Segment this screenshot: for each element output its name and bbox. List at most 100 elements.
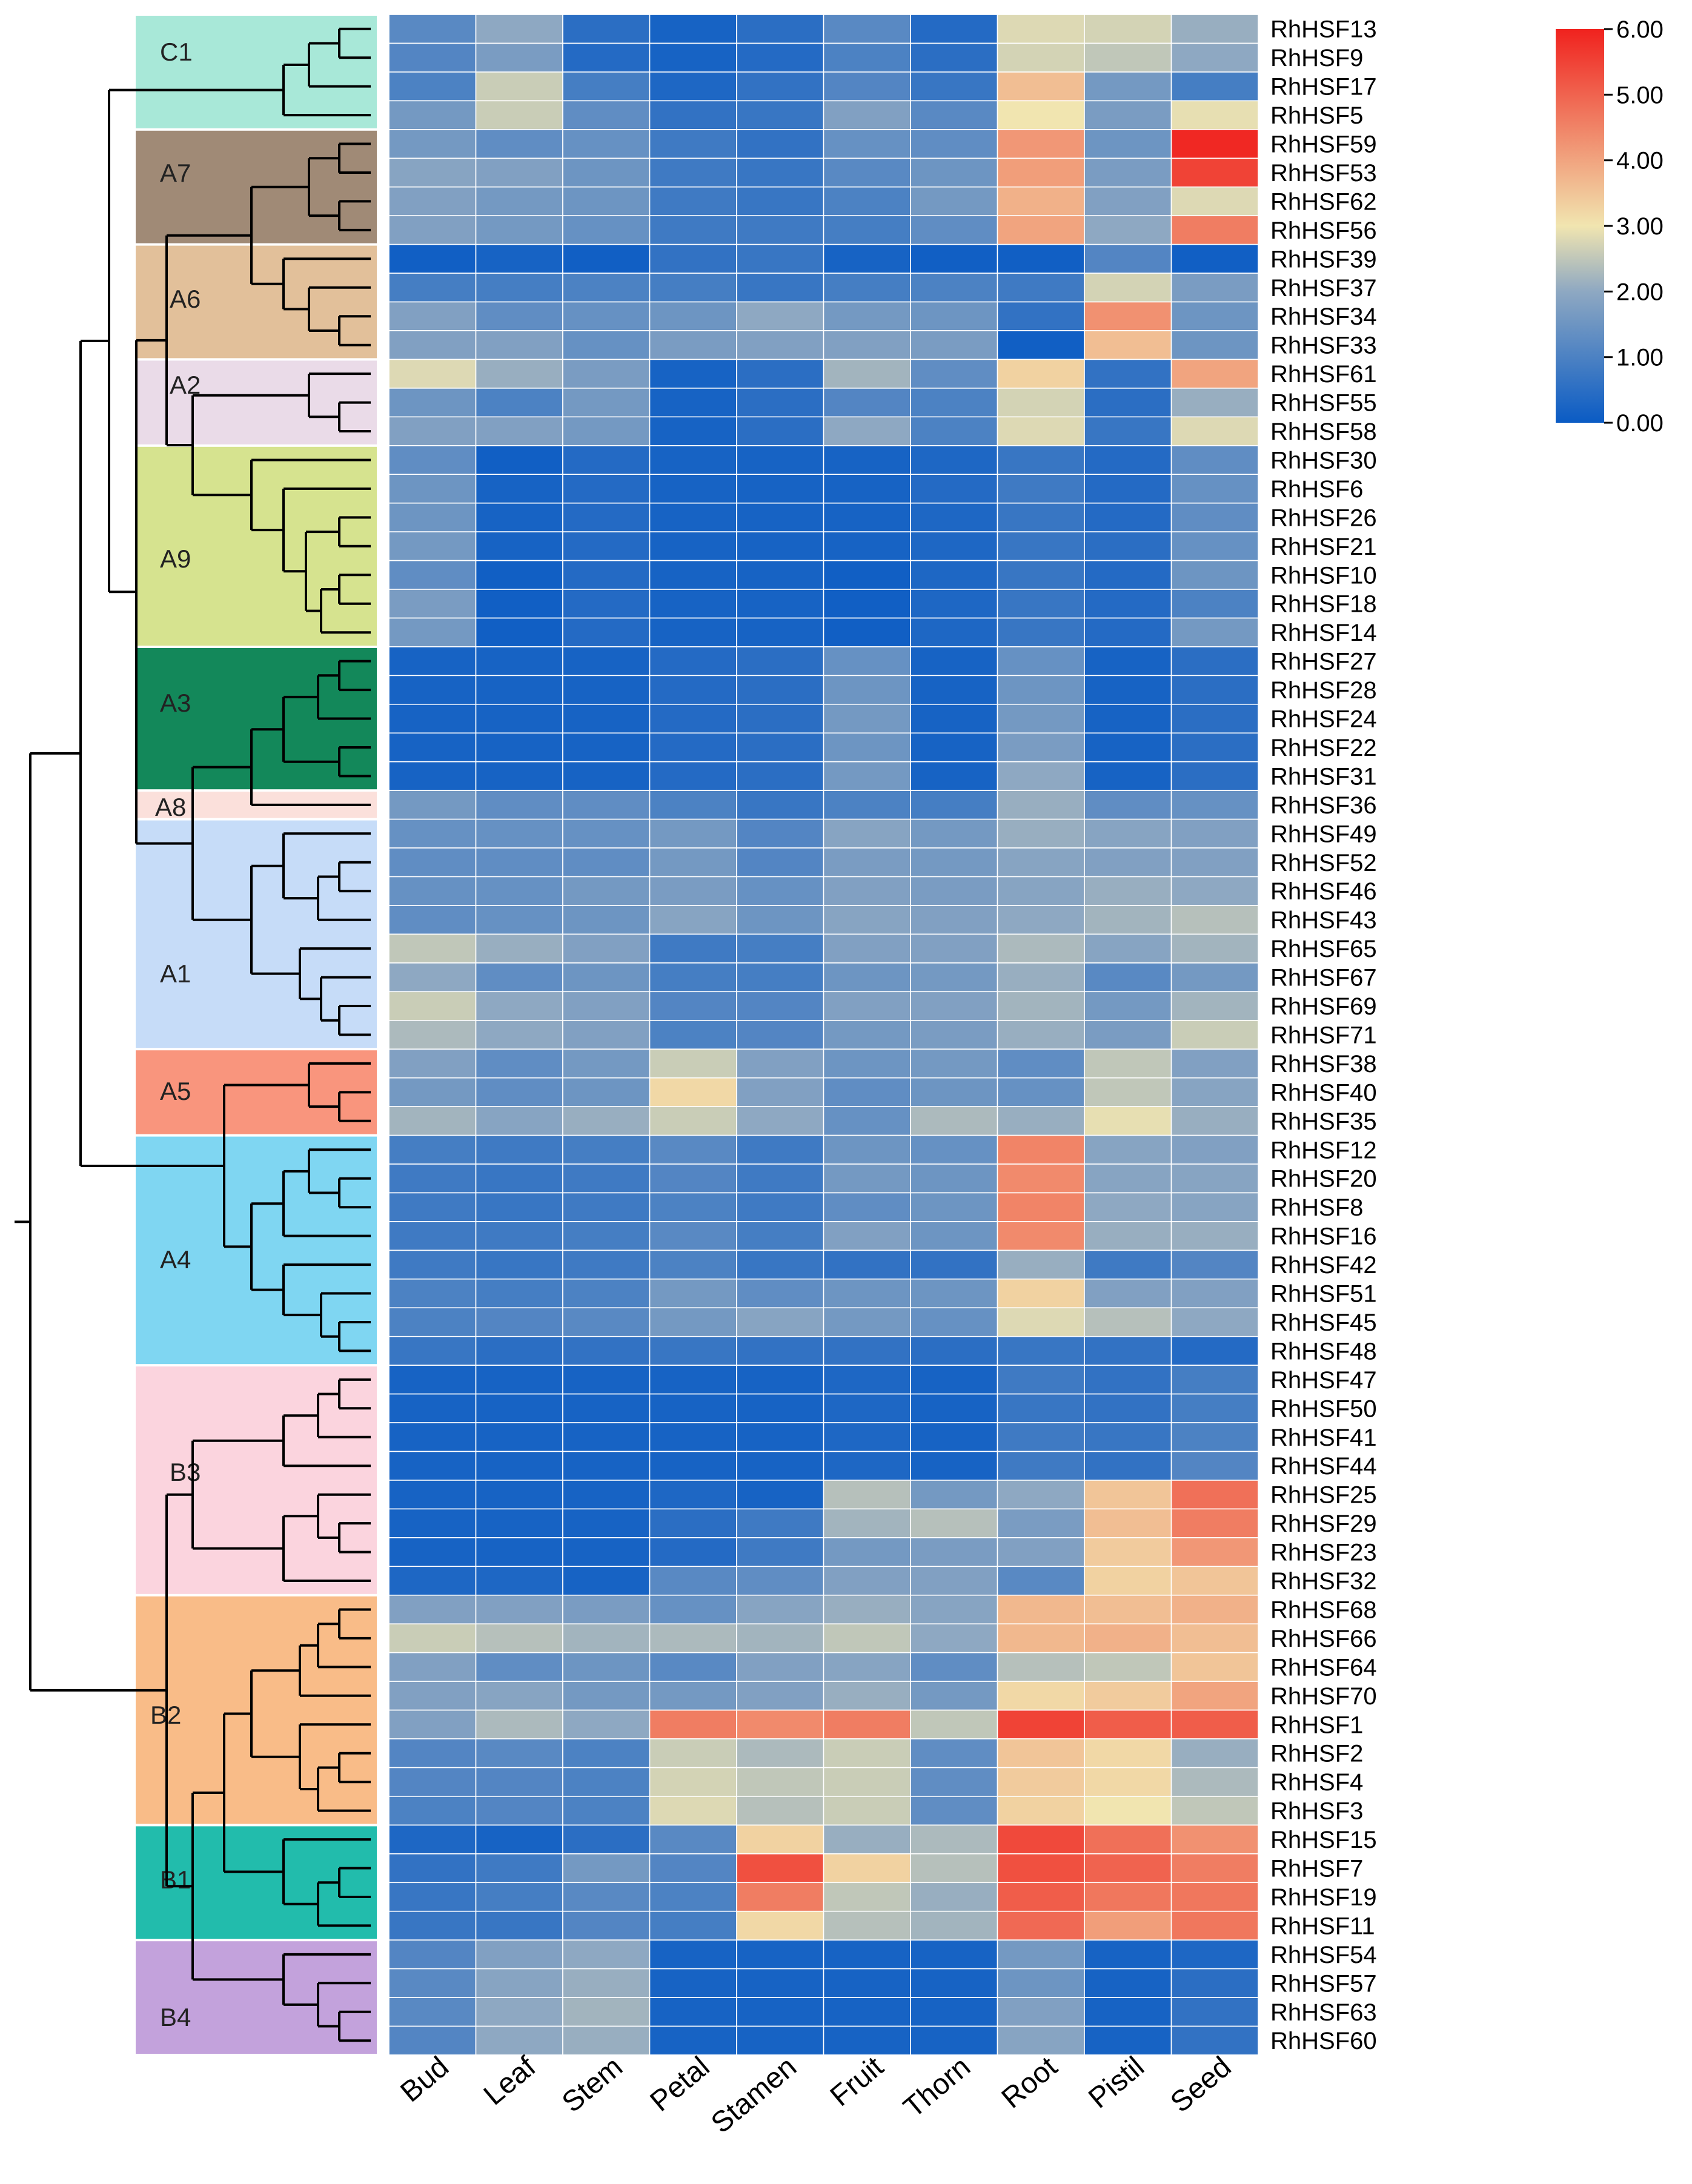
heat-cell (823, 1451, 911, 1481)
heat-cell (649, 186, 737, 216)
heat-cell (823, 1279, 911, 1309)
heat-cell (388, 818, 477, 849)
heat-cell (736, 1767, 824, 1797)
heat-cell (1170, 1192, 1259, 1222)
heat-cell (823, 1566, 911, 1596)
heat-cell (388, 388, 477, 418)
heat-cell (1084, 330, 1172, 360)
heat-cell (1170, 1020, 1259, 1050)
heat-cell (1170, 1652, 1259, 1682)
heat-cell (823, 1853, 911, 1884)
gene-label: RhHSF12 (1270, 1137, 1377, 1163)
heat-cell (1170, 1307, 1259, 1337)
heat-cell (475, 1939, 563, 1970)
heat-cell (562, 1249, 651, 1280)
heat-cell (997, 1335, 1085, 1366)
heat-cell (1170, 1796, 1259, 1826)
heat-cell (823, 1221, 911, 1251)
cluster-label: A7 (160, 159, 191, 187)
heat-cell (823, 991, 911, 1021)
heat-cell (1170, 1939, 1259, 1970)
heat-cell (649, 1249, 737, 1280)
heat-cell (997, 1077, 1085, 1107)
gene-label: RhHSF14 (1270, 620, 1377, 646)
heat-cell (1084, 1767, 1172, 1797)
heat-cell (475, 186, 563, 216)
heatmap-grid (388, 14, 1259, 2056)
heat-cell (910, 445, 998, 475)
heat-cell (736, 991, 824, 1021)
heat-cell (562, 704, 651, 734)
heat-cell (1084, 732, 1172, 763)
heat-cell (475, 1163, 563, 1194)
heat-cell (910, 1077, 998, 1107)
heat-cell (910, 1537, 998, 1567)
heat-cell (736, 1249, 824, 1280)
heat-cell (997, 675, 1085, 705)
heat-cell (736, 359, 824, 389)
heat-cell (649, 1335, 737, 1366)
heat-cell (1170, 445, 1259, 475)
heat-cell (736, 1595, 824, 1625)
heat-cell (1084, 933, 1172, 964)
heat-cell (1084, 646, 1172, 677)
cluster-label: B3 (170, 1458, 201, 1486)
heat-cell (388, 1508, 477, 1538)
cluster-band (136, 1366, 377, 1594)
heat-cell (1084, 1824, 1172, 1855)
heat-cell (388, 14, 477, 44)
heat-cell (823, 1077, 911, 1107)
heat-cell (649, 388, 737, 418)
heat-cell (562, 1393, 651, 1423)
heat-cell (649, 876, 737, 906)
heat-cell (997, 1106, 1085, 1136)
heat-cell (1084, 962, 1172, 993)
heat-cell (562, 1365, 651, 1395)
heat-cell (475, 1221, 563, 1251)
heat-cell (475, 962, 563, 993)
tissue-label: Leaf (478, 2050, 542, 2111)
heat-cell (1170, 1163, 1259, 1194)
heat-cell (910, 1508, 998, 1538)
heat-cell (1170, 1422, 1259, 1452)
heat-cell (649, 1968, 737, 1998)
gene-label: RhHSF8 (1270, 1194, 1363, 1221)
heat-cell (388, 129, 477, 159)
heat-cell (736, 1422, 824, 1452)
heat-cell (649, 1853, 737, 1884)
heat-cell (997, 1249, 1085, 1280)
heat-cell (997, 14, 1085, 44)
heat-cell (475, 474, 563, 504)
colorbar-tick-label: 0.00 (1616, 410, 1664, 437)
heat-cell (562, 1681, 651, 1711)
heat-cell (997, 818, 1085, 849)
heat-cell (910, 704, 998, 734)
heat-cell (1084, 301, 1172, 331)
heat-cell (823, 560, 911, 590)
gene-label: RhHSF28 (1270, 677, 1377, 704)
heat-cell (1170, 732, 1259, 763)
heat-cell (910, 186, 998, 216)
heat-cell (910, 1709, 998, 1739)
heat-cell (997, 186, 1085, 216)
heat-cell (649, 502, 737, 532)
heat-cell (910, 42, 998, 73)
heat-cell (1170, 847, 1259, 878)
heat-cell (649, 560, 737, 590)
heat-cell (823, 905, 911, 935)
gene-label: RhHSF62 (1270, 188, 1377, 215)
heat-cell (823, 1968, 911, 1998)
heat-cell (1084, 1307, 1172, 1337)
heat-cell (736, 1709, 824, 1739)
tissue-label: Root (996, 2051, 1064, 2115)
heat-cell (997, 790, 1085, 820)
heat-cell (475, 531, 563, 561)
heat-cell (823, 416, 911, 446)
heat-cell (823, 1480, 911, 1510)
heat-cell (1084, 1249, 1172, 1280)
heat-cell (562, 1451, 651, 1481)
heat-cell (1170, 1048, 1259, 1079)
heat-cell (910, 675, 998, 705)
heat-cell (475, 14, 563, 44)
heat-cell (649, 962, 737, 993)
